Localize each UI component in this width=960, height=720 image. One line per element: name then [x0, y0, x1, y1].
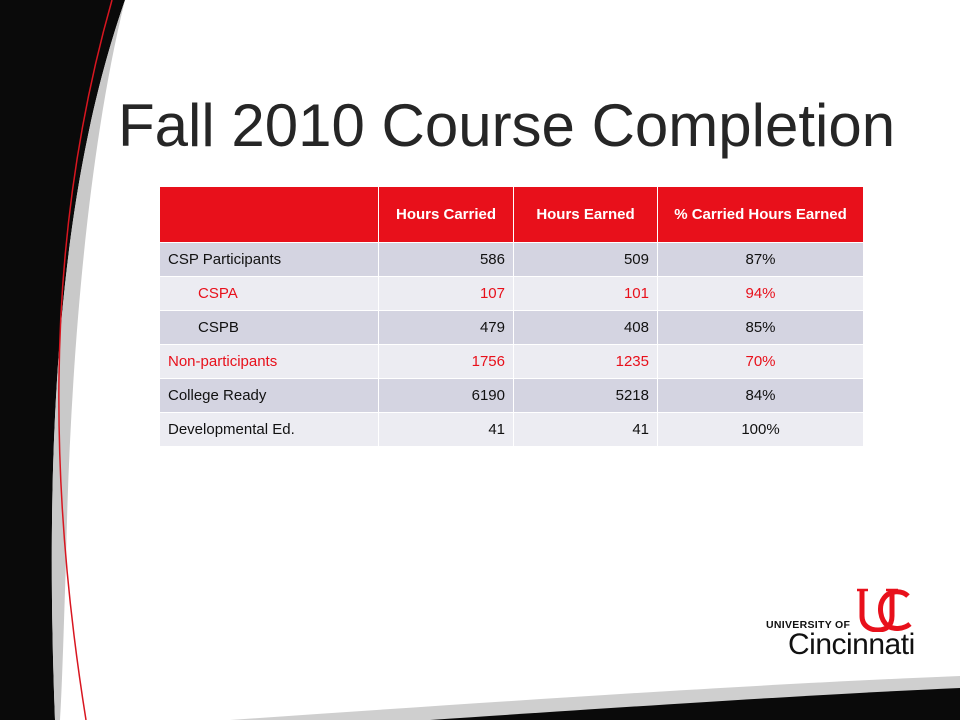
hours-carried-cell: 479 — [378, 310, 514, 345]
logo-university-of: UNIVERSITY OF — [766, 619, 851, 631]
gray-swoosh — [51, 0, 125, 720]
pct-earned-cell: 100% — [657, 412, 864, 447]
header-hours-carried: Hours Carried — [378, 186, 514, 243]
table-row: CSPA 107 101 94% — [159, 276, 864, 311]
bottom-black-band — [430, 688, 960, 720]
hours-earned-cell: 1235 — [513, 344, 658, 379]
pct-earned-cell: 70% — [657, 344, 864, 379]
hours-carried-cell: 107 — [378, 276, 514, 311]
row-label: Developmental Ed. — [159, 412, 379, 447]
uc-monogram-icon — [857, 588, 912, 632]
course-completion-table: Hours Carried Hours Earned % Carried Hou… — [159, 186, 864, 447]
row-label: College Ready — [159, 378, 379, 413]
row-label: CSPA — [159, 276, 379, 311]
row-label: CSP Participants — [159, 242, 379, 277]
black-swoosh — [0, 0, 125, 720]
pct-earned-cell: 94% — [657, 276, 864, 311]
university-logo: UNIVERSITY OF Cincinnati — [766, 586, 926, 666]
table-row: Developmental Ed. 41 41 100% — [159, 412, 864, 447]
hours-earned-cell: 101 — [513, 276, 658, 311]
hours-earned-cell: 41 — [513, 412, 658, 447]
hours-carried-cell: 6190 — [378, 378, 514, 413]
hours-earned-cell: 509 — [513, 242, 658, 277]
row-label: Non-participants — [159, 344, 379, 379]
hours-earned-cell: 408 — [513, 310, 658, 345]
logo-cincinnati: Cincinnati — [788, 628, 915, 661]
table-row: CSP Participants 586 509 87% — [159, 242, 864, 277]
red-arc-line — [58, 0, 113, 720]
pct-earned-cell: 84% — [657, 378, 864, 413]
slide-title: Fall 2010 Course Completion — [118, 92, 896, 159]
table-row: Non-participants 1756 1235 70% — [159, 344, 864, 379]
header-blank — [159, 186, 379, 243]
table-header-row: Hours Carried Hours Earned % Carried Hou… — [159, 186, 864, 243]
hours-carried-cell: 41 — [378, 412, 514, 447]
header-pct-carried-earned: % Carried Hours Earned — [657, 186, 864, 243]
table-row: CSPB 479 408 85% — [159, 310, 864, 345]
pct-earned-cell: 87% — [657, 242, 864, 277]
hours-carried-cell: 586 — [378, 242, 514, 277]
pct-earned-cell: 85% — [657, 310, 864, 345]
hours-carried-cell: 1756 — [378, 344, 514, 379]
row-label: CSPB — [159, 310, 379, 345]
hours-earned-cell: 5218 — [513, 378, 658, 413]
header-hours-earned: Hours Earned — [513, 186, 658, 243]
table-row: College Ready 6190 5218 84% — [159, 378, 864, 413]
